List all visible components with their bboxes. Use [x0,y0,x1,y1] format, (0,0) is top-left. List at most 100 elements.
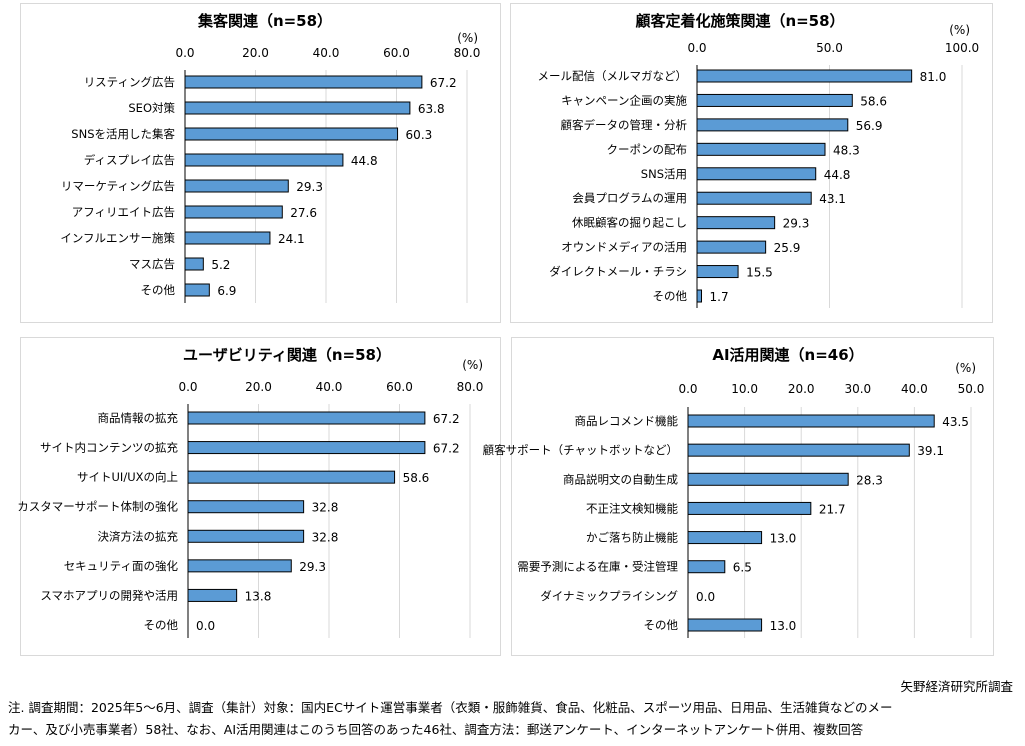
bar [696,216,776,230]
category-label: ダイレクトメール・チラシ [549,265,687,279]
category-label: キャンペーン企画の実施 [561,93,687,107]
data-label: 67.2 [433,412,460,426]
category-label: マス広告 [129,257,175,271]
panel-border [511,337,994,656]
bar [184,257,204,271]
tick-label: 20.0 [245,380,272,394]
bar [184,283,210,297]
bar [184,101,411,115]
bar [696,93,853,107]
category-label: SEO対策 [128,101,175,115]
tick-label: 0.0 [178,380,197,394]
data-label: 13.8 [245,589,272,603]
tick-label: 0.0 [175,46,194,60]
chart-title: 顧客定着化施策関連（n=58） [635,12,844,30]
category-label: アフィリエイト広告 [72,205,175,219]
category-label: セキュリティ面の強化 [64,559,179,573]
category-label: 顧客データの管理・分析 [561,118,688,132]
chart-title: AI活用関連（n=46） [712,346,863,364]
unit-label: (%) [955,361,976,375]
tick-label: 40.0 [901,382,928,396]
bar [687,618,763,632]
data-label: 43.5 [942,415,969,429]
data-label: 29.3 [296,180,323,194]
chart-title: ユーザビリティ関連（n=58） [183,346,391,364]
category-label: サイトUI/UXの向上 [77,470,178,484]
data-label: 44.8 [824,168,851,182]
bar [696,240,767,254]
data-label: 60.3 [406,128,433,142]
tick-label: 80.0 [454,46,481,60]
data-label: 24.1 [278,232,305,246]
bar [184,153,344,167]
data-label: 13.0 [770,619,797,633]
bar [187,500,305,514]
bar [696,142,826,156]
bar [696,265,739,279]
bar [696,191,812,205]
category-label: サイト内コンテンツの拡充 [40,441,178,455]
category-label: その他 [144,618,179,632]
category-label: オウンドメディアの活用 [561,240,687,254]
unit-label: (%) [457,31,478,45]
bar [187,411,426,425]
data-label: 0.0 [196,619,215,633]
category-label: 商品レコメンド機能 [575,414,679,428]
bar [184,127,399,141]
data-label: 5.2 [211,258,230,272]
category-label: クーポンの配布 [607,142,688,156]
bar [696,289,703,303]
tick-label: 60.0 [383,46,410,60]
bar [187,559,292,573]
source-label: 矢野経済研究所調査 [900,679,1013,694]
data-label: 63.8 [418,102,445,116]
category-label: 顧客サポート（チャットボットなど） [483,443,678,457]
data-label: 29.3 [299,560,326,574]
tick-label: 80.0 [457,380,484,394]
data-label: 29.3 [783,217,810,231]
data-label: 13.0 [770,532,797,546]
tick-label: 40.0 [313,46,340,60]
data-label: 39.1 [917,444,944,458]
category-label: 商品情報の拡充 [98,411,179,425]
data-label: 56.9 [856,119,883,133]
bar [696,167,817,181]
bar [187,529,305,543]
data-label: 21.7 [819,502,846,516]
bar [696,118,849,132]
bar [687,531,763,545]
tick-label: 40.0 [316,380,343,394]
data-label: 1.7 [710,290,729,304]
bar [687,472,849,486]
tick-label: 20.0 [242,46,269,60]
note-line-1: 注. 調査期間：2025年5～6月、調査（集計）対象：国内ECサイト運営事業者（… [8,700,893,715]
panel-border [20,337,501,656]
tick-label: 20.0 [788,382,815,396]
category-label: カスタマーサポート体制の強化 [17,500,178,514]
data-label: 6.9 [217,284,236,298]
category-label: リマーケティング広告 [61,179,175,193]
category-label: SNSを活用した集客 [71,127,175,141]
data-label: 48.3 [833,143,860,157]
bar [687,443,910,457]
bar [187,441,426,455]
category-label: 不正注文検知機能 [586,501,678,515]
data-label: 15.5 [746,266,773,280]
category-label: 商品説明文の自動生成 [563,472,678,486]
bar [187,470,396,484]
bar [184,179,289,193]
tick-label: 50.0 [816,41,843,55]
data-label: 58.6 [860,94,887,108]
category-label: ディスプレイ広告 [84,153,175,167]
data-label: 81.0 [920,70,947,84]
category-label: 需要予測による在庫・受注管理 [517,560,678,574]
tick-label: 60.0 [386,380,413,394]
data-label: 27.6 [290,206,317,220]
tick-label: 30.0 [844,382,871,396]
category-label: その他 [141,283,176,297]
data-label: 25.9 [774,241,801,255]
data-label: 43.1 [819,192,846,206]
tick-label: 50.0 [958,382,985,396]
bar [687,560,726,574]
